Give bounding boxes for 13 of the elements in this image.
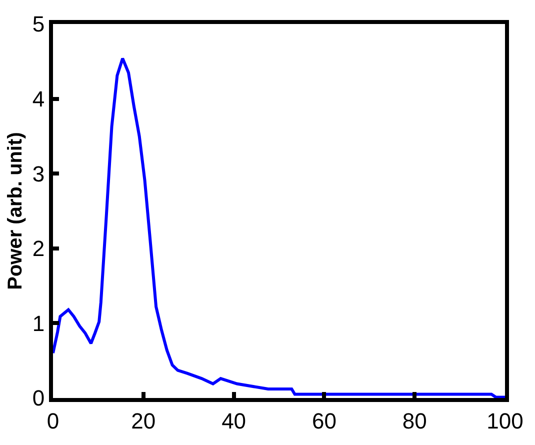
x-tick-label: 20 — [131, 408, 156, 434]
y-axis-title: Power (arb. unit) — [4, 132, 26, 290]
y-tick-label: 3 — [32, 161, 45, 186]
y-tick-label: 5 — [32, 12, 45, 37]
x-tick-label: 60 — [312, 408, 336, 434]
y-tick-label: 2 — [32, 236, 45, 262]
x-tick-label: 40 — [222, 408, 246, 434]
y-tick-label: 1 — [32, 310, 45, 336]
x-tick-label: 100 — [486, 408, 524, 434]
line-series — [53, 56, 505, 398]
y-tick-label: 0 — [32, 386, 45, 411]
y-tick-label: 4 — [32, 86, 45, 112]
x-tick-label: 80 — [402, 408, 427, 434]
